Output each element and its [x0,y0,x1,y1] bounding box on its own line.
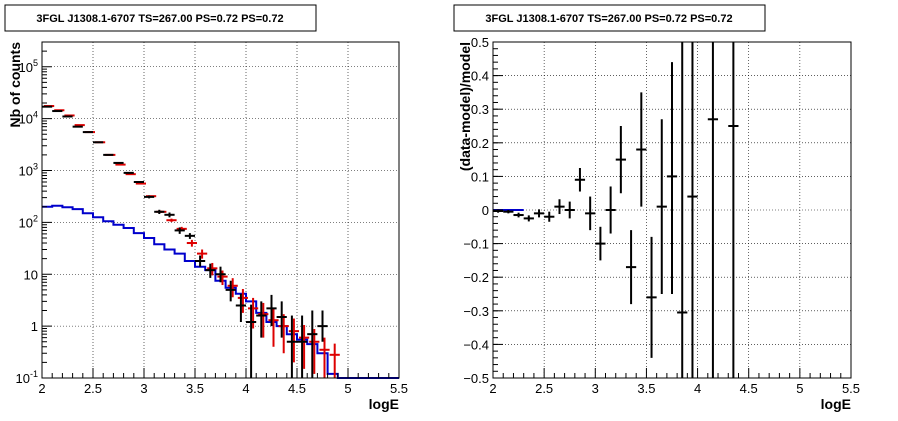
right-x-tick-label: 2.5 [535,381,553,396]
right-title-box [453,4,766,32]
left-y-tick-label: 10-1 [16,369,38,386]
right-x-axis-label: logE [821,396,851,412]
right-grid [493,42,851,378]
right-x-tick-label: 5.5 [842,381,860,396]
right-y-tick-label: 0.5 [471,35,489,50]
left-y-tick-label: 10 [24,267,38,282]
left-y-tick-label: 104 [19,110,38,127]
right-title: 3FGL J1308.1-6707 TS=267.00 PS=0.72 PS=0… [485,13,732,25]
right-panel: 3FGL J1308.1-6707 TS=267.00 PS=0.72 PS=0… [453,4,860,412]
right-x-tick-label: 4.5 [740,381,758,396]
left-axis-ticks: 2 2.5 3 3.5 4 4.5 5 5.5 10-1 1 10 102 103 104 105 [16,41,408,396]
right-y-axis-label: (data-model)/model [457,42,473,171]
left-title: 3FGL J1308.1-6707 TS=267.00 PS=0.72 PS=0… [36,13,283,25]
left-background-step-line [42,204,399,379]
left-y-tick-label: 102 [19,213,38,230]
right-x-tick-label: 4 [694,381,701,396]
left-x-tick-label: 2.5 [84,381,102,396]
right-x-tick-label: 2 [489,381,496,396]
right-y-tick-label: 0 [482,203,489,218]
right-axis-ticks: 2 2.5 3 3.5 4 4.5 5 5.5 −0.5 −0.4 −0.3 −0.2 −0.1 0 0.1… [463,35,860,396]
left-data-points [42,105,328,378]
right-y-tick-label: 0.1 [471,169,489,184]
left-panel: 3FGL J1308.1-6707 TS=267.00 PS=0.72 PS=0… [4,4,408,412]
left-x-tick-label: 5.5 [390,381,408,396]
right-residual-points [493,42,739,378]
right-y-tick-label: 0.3 [471,102,489,117]
left-y-tick-label: 1 [31,319,38,334]
left-x-tick-label: 5 [344,381,351,396]
left-x-tick-label: 2 [38,381,45,396]
left-y-tick-label: 103 [19,162,38,179]
left-plot-frame [41,41,400,379]
right-y-tick-label: 0.2 [471,136,489,151]
right-x-tick-label: 3 [592,381,599,396]
right-x-tick-label: 5 [796,381,803,396]
right-y-tick-label: −0.2 [463,270,489,285]
left-x-tick-label: 4 [242,381,249,396]
left-x-axis-label: logE [369,396,399,412]
left-x-tick-label: 3 [140,381,147,396]
right-y-tick-label: −0.3 [463,304,489,319]
right-y-tick-label: −0.4 [463,337,489,352]
left-grid [42,42,399,378]
right-y-tick-label: −0.1 [463,237,489,252]
right-y-tick-label: 0.4 [471,69,489,84]
right-y-tick-label: −0.5 [463,371,489,386]
left-title-box [4,4,317,32]
left-model-points [44,105,340,378]
left-x-tick-label: 3.5 [186,381,204,396]
left-x-tick-label: 4.5 [288,381,306,396]
left-background-model [42,204,399,379]
left-y-tick-label: 105 [19,58,38,75]
right-x-tick-label: 3.5 [637,381,655,396]
left-y-axis-label: Nb of counts [7,42,23,128]
